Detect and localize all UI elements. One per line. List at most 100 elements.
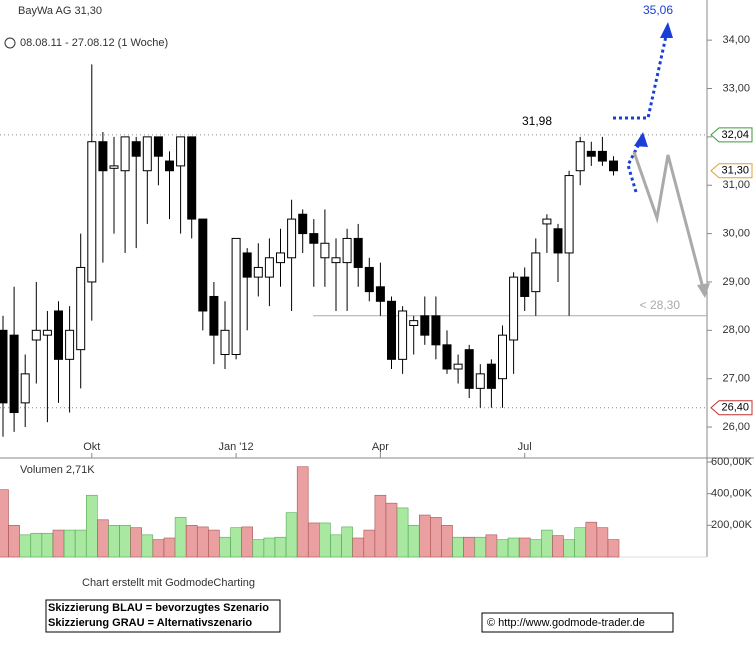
y-tick-label: 27,00 bbox=[722, 373, 750, 385]
candle-body bbox=[142, 136, 152, 172]
candle-body bbox=[431, 315, 441, 346]
candle-body bbox=[31, 329, 41, 341]
candle-body bbox=[298, 213, 308, 235]
candle-body bbox=[420, 315, 430, 336]
volume-bar bbox=[574, 527, 587, 558]
volume-bar bbox=[485, 534, 498, 558]
volume-bar bbox=[319, 522, 331, 558]
candle-body bbox=[253, 266, 263, 278]
candle-body bbox=[409, 320, 419, 326]
volume-bar bbox=[541, 529, 553, 558]
x-tick-label: Okt bbox=[83, 441, 100, 453]
candle-body bbox=[364, 266, 374, 293]
volume-bar bbox=[219, 536, 231, 558]
candle-body bbox=[20, 373, 30, 404]
candle-body bbox=[375, 286, 385, 302]
chart-title: BayWa AG 31,30 bbox=[18, 5, 102, 17]
candle-body bbox=[242, 252, 252, 278]
copyright-box bbox=[481, 612, 674, 633]
volume-bar bbox=[19, 534, 32, 558]
volume-bar bbox=[585, 521, 598, 558]
candle-body bbox=[498, 334, 507, 380]
volume-bar bbox=[185, 525, 198, 558]
volume-bar bbox=[230, 527, 242, 558]
volume-bar bbox=[141, 534, 154, 558]
volume-bar bbox=[463, 536, 476, 558]
volume-bar bbox=[507, 537, 520, 558]
candle-body bbox=[575, 141, 585, 172]
support-label: < 28,30 bbox=[640, 298, 681, 312]
candle-body bbox=[131, 141, 141, 157]
volume-bar bbox=[352, 537, 365, 558]
volume-bar bbox=[174, 517, 187, 558]
volume-bar bbox=[474, 536, 487, 558]
candle-body bbox=[509, 276, 519, 341]
volume-bar bbox=[208, 529, 220, 558]
candle-body bbox=[331, 257, 341, 264]
blue-scenario bbox=[613, 35, 668, 193]
y-tick-label: 31,00 bbox=[722, 179, 750, 191]
volume-bar bbox=[119, 525, 131, 558]
candle-body bbox=[287, 218, 297, 259]
candle-body bbox=[231, 237, 241, 356]
candle-body bbox=[553, 228, 563, 254]
candle-body bbox=[398, 310, 408, 360]
x-tick-label: Jan '12 bbox=[219, 441, 254, 453]
volume-bar bbox=[363, 529, 376, 558]
candle-body bbox=[586, 150, 596, 157]
candle-body bbox=[87, 141, 97, 283]
volume-bar bbox=[418, 514, 431, 558]
volume-bar bbox=[108, 525, 120, 558]
candle-body bbox=[153, 136, 163, 157]
level-tag-label: 32,04 bbox=[721, 129, 749, 141]
volume-bar bbox=[63, 529, 76, 558]
level-tag bbox=[710, 400, 753, 416]
high-label: 31,98 bbox=[522, 114, 552, 128]
candle-body bbox=[264, 257, 274, 278]
candle-body bbox=[353, 237, 363, 268]
candle-body bbox=[209, 295, 219, 336]
volume-bar bbox=[307, 522, 320, 558]
volume-bar bbox=[0, 489, 9, 558]
candle-body bbox=[309, 233, 319, 244]
legend-text: Skizzierung BLAU = bevorzugtes Szenario bbox=[48, 602, 269, 614]
candle-body bbox=[453, 363, 463, 370]
candle-body bbox=[54, 310, 63, 360]
volume-bar bbox=[607, 539, 620, 558]
gray-scenario bbox=[632, 151, 705, 289]
volume-bar bbox=[330, 534, 342, 558]
gray-arrowhead bbox=[697, 283, 710, 298]
candle-body bbox=[76, 266, 86, 351]
volume-bar bbox=[8, 525, 20, 558]
volume-bar bbox=[552, 535, 564, 558]
copyright: © http://www.godmode-trader.de bbox=[487, 617, 645, 629]
x-tick-label: Jul bbox=[518, 441, 532, 453]
volume-bar bbox=[518, 537, 531, 558]
y-tick-label: 200,00K bbox=[711, 519, 753, 531]
volume-bar bbox=[30, 532, 43, 558]
volume-bar bbox=[97, 519, 109, 558]
candle-body bbox=[65, 329, 75, 360]
y-tick-label: 28,00 bbox=[722, 324, 750, 336]
y-tick-label: 30,00 bbox=[722, 228, 750, 240]
candle-body bbox=[342, 237, 352, 264]
candle-body bbox=[0, 329, 8, 404]
volume-bar bbox=[163, 537, 176, 558]
candle-body bbox=[42, 329, 52, 336]
y-tick-label: 600,00K bbox=[711, 456, 753, 468]
candle-body bbox=[120, 136, 130, 172]
target-label: 35,06 bbox=[643, 3, 673, 17]
period: 08.08.11 - 27.08.12 (1 Woche) bbox=[20, 37, 168, 49]
candle-body bbox=[609, 160, 618, 172]
candle-body bbox=[520, 276, 530, 297]
candle-body bbox=[564, 175, 574, 254]
volume-bar bbox=[396, 507, 409, 558]
candle-body bbox=[464, 349, 474, 389]
volume-bar bbox=[563, 539, 575, 558]
volume-bar bbox=[263, 537, 276, 558]
blue-arrowhead bbox=[660, 22, 673, 38]
volume-title: Volumen 2,71K bbox=[20, 464, 95, 476]
level-tag-label: 26,40 bbox=[721, 402, 749, 414]
volume-bar bbox=[41, 532, 54, 558]
volume-bar bbox=[452, 536, 464, 558]
